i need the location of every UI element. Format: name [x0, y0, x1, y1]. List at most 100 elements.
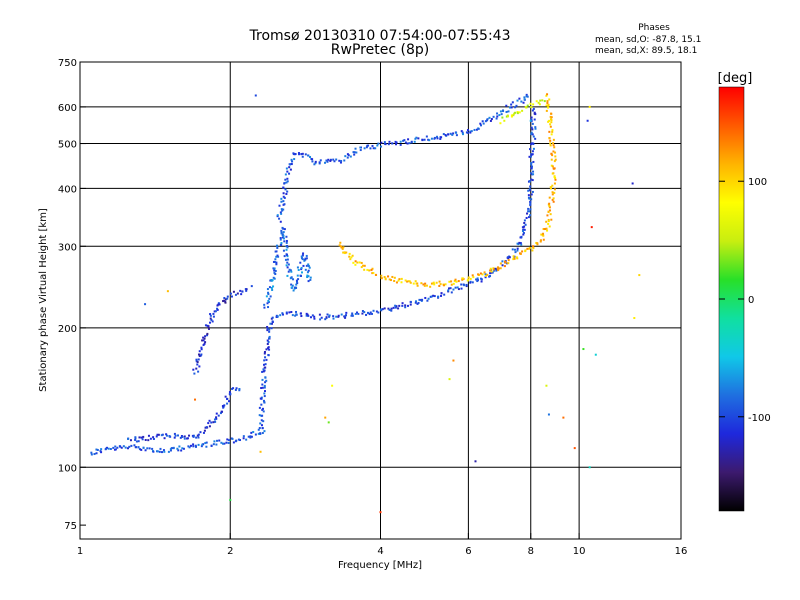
data-point-O [421, 138, 424, 141]
data-point-O [295, 279, 298, 282]
legend-title: Phases [638, 23, 670, 33]
data-point-O [332, 317, 335, 320]
data-point-O [114, 448, 117, 451]
y-tick-label: 75 [64, 521, 77, 532]
data-point-X [518, 111, 521, 114]
data-point-O [283, 255, 286, 258]
data-point-O [266, 325, 269, 328]
data-point-O [528, 180, 531, 183]
data-point-X [547, 222, 550, 225]
data-point-X [342, 246, 345, 249]
noise-point [474, 460, 477, 463]
data-point-O [356, 311, 359, 314]
data-point-O [306, 271, 309, 274]
data-point-O [466, 129, 469, 132]
data-point-O [242, 435, 245, 438]
data-point-O [286, 170, 289, 173]
noise-point [582, 348, 585, 351]
data-point-O [180, 449, 183, 452]
data-point-O [286, 190, 289, 193]
data-point-O [112, 446, 115, 449]
data-point-O [532, 147, 535, 150]
data-point-O [442, 133, 445, 136]
data-point-O [374, 147, 377, 150]
data-point-O [237, 438, 240, 441]
data-point-O [261, 386, 264, 389]
data-point-O [281, 312, 284, 315]
data-point-X [397, 279, 400, 282]
data-point-X [553, 160, 556, 163]
data-point-O [130, 444, 133, 447]
data-point-O [263, 384, 266, 387]
data-point-X [529, 102, 532, 105]
data-point-O [529, 148, 532, 151]
data-point-O [227, 439, 230, 442]
data-point-X [490, 270, 493, 273]
data-point-O [262, 368, 265, 371]
data-point-O [532, 142, 535, 145]
data-point-O [280, 200, 283, 203]
data-point-O [427, 297, 430, 300]
data-point-X [400, 281, 403, 284]
data-point-O [286, 246, 289, 249]
data-point-O [493, 269, 496, 272]
data-point-O [179, 436, 182, 439]
data-point-X [444, 283, 447, 286]
data-point-O [289, 168, 292, 171]
data-point-O [291, 284, 294, 287]
data-point-O [515, 104, 518, 107]
data-point-O [318, 313, 321, 316]
data-point-O [301, 152, 304, 155]
data-point-O [282, 208, 285, 211]
data-point-O [299, 312, 302, 315]
data-point-X [350, 256, 353, 259]
data-point-O [146, 447, 149, 450]
data-point-O [201, 339, 204, 342]
data-point-X [484, 274, 487, 277]
data-point-O [210, 421, 213, 424]
data-point-O [380, 308, 383, 311]
data-point-O [451, 133, 454, 136]
data-point-O [152, 450, 155, 453]
data-point-O [261, 370, 264, 373]
data-point-O [529, 204, 532, 207]
data-point-O [286, 255, 289, 258]
data-point-X [548, 205, 551, 208]
data-point-O [93, 453, 96, 456]
data-point-O [267, 300, 270, 303]
data-point-O [206, 334, 209, 337]
data-point-O [281, 313, 284, 316]
data-point-X [438, 280, 441, 283]
y-tick-label: 300 [58, 242, 77, 253]
y-tick-label: 750 [58, 58, 77, 69]
data-point-O [129, 439, 132, 442]
data-point-O [369, 147, 372, 150]
data-point-O [456, 286, 459, 289]
data-point-O [306, 276, 309, 279]
data-point-O [95, 452, 98, 455]
data-point-O [209, 321, 212, 324]
data-point-O [280, 242, 283, 245]
data-point-X [513, 257, 516, 260]
data-point-O [346, 156, 349, 159]
data-point-X [423, 284, 426, 287]
data-point-O [513, 248, 516, 251]
data-point-O [376, 144, 379, 147]
data-point-X [389, 279, 392, 282]
data-point-O [406, 304, 409, 307]
noise-point [547, 413, 550, 416]
data-point-O [534, 137, 537, 140]
data-point-O [288, 268, 291, 271]
data-point-O [272, 285, 275, 288]
data-point-O [469, 130, 472, 133]
data-point-O [288, 172, 291, 175]
data-point-O [267, 306, 270, 309]
data-point-O [527, 194, 530, 197]
data-point-O [173, 432, 176, 435]
data-point-O [197, 358, 200, 361]
data-point-X [550, 152, 553, 155]
data-point-O [511, 248, 514, 251]
data-point-O [421, 298, 424, 301]
data-point-O [327, 158, 330, 161]
data-point-O [224, 298, 227, 301]
